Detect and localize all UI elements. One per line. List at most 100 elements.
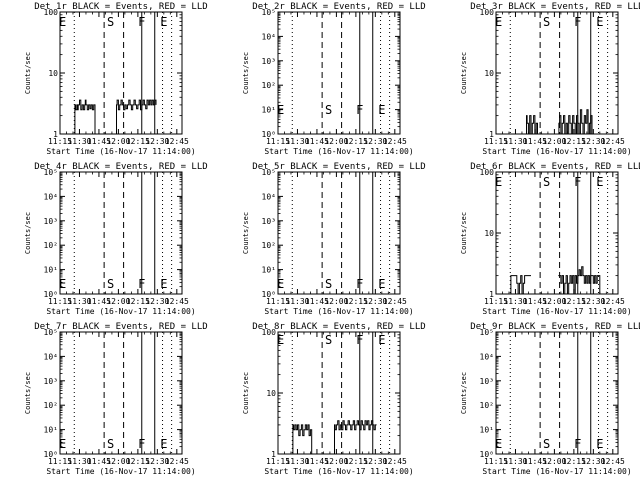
events-series-line [558,266,601,295]
x-axis-label: Start Time (16-Nov-17 11:14:00) [46,467,195,476]
detector-panel-3: Det 3r BLACK = Events, RED = LLD 1 10 100 11… [460,2,640,156]
y-tick-label: 10¹ [44,266,58,275]
x-tick-label: 12:15 [562,297,586,306]
x-tick-label: 12:00 [542,137,566,146]
marker-label-e: E [160,437,167,451]
y-tick-label: 10⁵ [44,328,58,337]
plot-frame [277,331,401,455]
y-tick-label: 100 [44,8,59,17]
y-tick-label: 10¹ [262,266,276,275]
events-series-line [74,99,96,135]
marker-label-f: F [356,103,363,117]
x-tick-label: 11:15 [48,457,72,466]
x-tick-label: 12:00 [324,457,348,466]
x-tick-label: 12:00 [324,297,348,306]
plot-frame [495,11,619,135]
y-tick-label: 100 [480,168,495,177]
y-tick-label: 10³ [262,57,276,66]
marker-label-e: E [59,437,66,451]
y-tick-label: 10⁰ [44,290,58,299]
plot-frame [495,331,619,455]
x-tick-label: 12:30 [145,457,169,466]
x-tick-label: 12:45 [601,297,625,306]
marker-label-s: S [543,15,550,29]
marker-label-e: E [495,437,502,451]
events-series-line [115,99,157,135]
y-tick-label: 10⁴ [480,352,494,361]
y-tick-label: 10⁵ [44,168,58,177]
y-tick-label: 10⁵ [480,328,494,337]
x-tick-label: 12:45 [383,297,407,306]
x-axis-label: Start Time (16-Nov-17 11:14:00) [46,307,195,316]
detector-panel-2: Det 2r BLACK = Events, RED = LLD 10⁰ 10¹ 10… [242,2,426,156]
detector-panel-5: Det 5r BLACK = Events, RED = LLD 10⁰ 10¹ 10… [242,162,426,316]
y-tick-label: 10³ [480,377,494,386]
marker-label-f: F [574,175,581,189]
x-tick-label: 11:30 [503,457,527,466]
y-tick-label: 10⁰ [262,130,276,139]
marker-label-e: E [59,15,66,29]
panel-title: Det 6r BLACK = Events, RED = LLD [470,162,640,172]
y-tick-label: 10⁴ [262,192,276,201]
marker-label-e: E [277,333,284,347]
detector-panel-6: Det 6r BLACK = Events, RED = LLD 1 10 100 11… [460,162,640,316]
x-tick-label: 12:45 [165,137,189,146]
x-tick-label: 12:30 [363,457,387,466]
y-axis-label: Counts/sec [242,372,250,414]
y-tick-label: 1 [489,130,494,139]
y-tick-label: 10³ [44,377,58,386]
marker-label-f: F [138,15,145,29]
x-tick-label: 11:30 [503,297,527,306]
x-axis-label: Start Time (16-Nov-17 11:14:00) [482,467,631,476]
marker-label-f: F [356,333,363,347]
marker-label-s: S [325,103,332,117]
y-tick-label: 10² [262,241,276,250]
y-axis-label: Counts/sec [24,372,32,414]
y-tick-label: 10⁵ [262,8,276,17]
y-tick-label: 10 [266,389,276,398]
marker-label-e: E [495,15,502,29]
plot-frame [277,171,401,295]
x-tick-label: 11:45 [87,457,111,466]
y-tick-label: 10² [44,401,58,410]
marker-label-s: S [325,333,332,347]
panel-title: Det 8r BLACK = Events, RED = LLD [252,322,425,332]
marker-label-e: E [378,333,385,347]
x-axis-label: Start Time (16-Nov-17 11:14:00) [264,307,413,316]
y-axis-label: Counts/sec [460,52,468,94]
y-tick-label: 10² [262,81,276,90]
x-tick-label: 12:00 [106,457,130,466]
y-axis-label: Counts/sec [24,52,32,94]
y-axis-label: Counts/sec [460,372,468,414]
x-tick-label: 12:30 [581,457,605,466]
marker-label-f: F [138,437,145,451]
x-tick-label: 12:00 [542,457,566,466]
y-tick-label: 10³ [262,217,276,226]
x-tick-label: 11:15 [266,297,290,306]
x-tick-label: 12:15 [562,137,586,146]
x-tick-label: 12:15 [562,457,586,466]
panel-title: Det 7r BLACK = Events, RED = LLD [34,322,207,332]
marker-label-s: S [107,15,114,29]
x-tick-label: 12:45 [165,457,189,466]
x-tick-label: 11:15 [266,457,290,466]
panel-title: Det 4r BLACK = Events, RED = LLD [34,162,207,172]
detector-panel-9: Det 9r BLACK = Events, RED = LLD 10⁰ 10¹ 10… [460,322,640,476]
y-tick-label: 10⁰ [480,450,494,459]
plot-frame [59,11,183,135]
plot-frame [277,11,401,135]
x-tick-label: 11:45 [87,137,111,146]
x-tick-label: 12:00 [542,297,566,306]
x-tick-label: 12:45 [165,297,189,306]
y-tick-label: 10⁴ [262,32,276,41]
plot-frame [59,171,183,295]
y-axis-label: Counts/sec [242,212,250,254]
marker-label-s: S [107,437,114,451]
x-tick-label: 12:45 [601,137,625,146]
y-tick-label: 100 [480,8,495,17]
x-tick-label: 11:15 [484,457,508,466]
panel-title: Det 9r BLACK = Events, RED = LLD [470,322,640,332]
marker-label-e: E [59,277,66,291]
y-tick-label: 10⁰ [44,450,58,459]
